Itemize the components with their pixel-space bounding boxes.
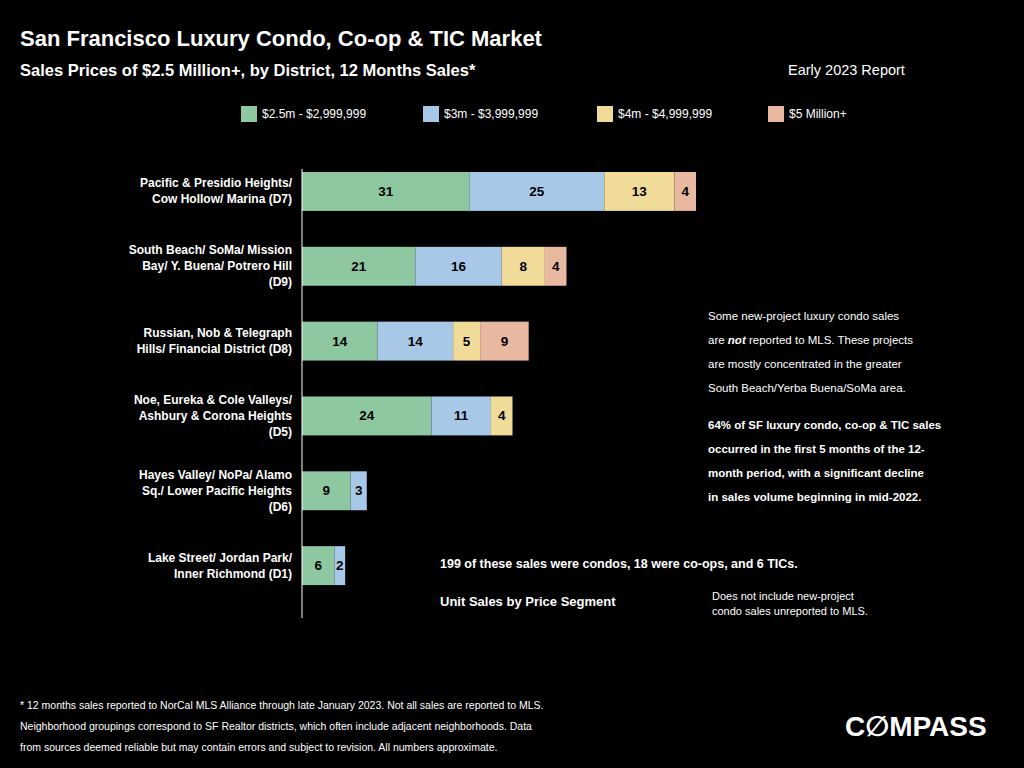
legend-label: $5 Million+ xyxy=(789,107,847,121)
annotation: 199 of these sales were condos, 18 were … xyxy=(440,557,798,571)
bar-segment xyxy=(674,172,696,211)
bar-segment xyxy=(415,247,501,286)
data-label: 14 xyxy=(408,334,424,349)
data-label: 21 xyxy=(351,259,367,274)
bar-segment xyxy=(491,396,513,435)
annotation: 64% of SF luxury condo, co-op & TIC sale… xyxy=(708,419,941,431)
category-label: Russian, Nob & TelegraphHills/ Financial… xyxy=(137,326,292,356)
annotation: are mostly concentrated in the greater xyxy=(708,358,902,370)
bar-segment xyxy=(378,322,454,361)
data-label: 11 xyxy=(454,408,469,423)
footnote: * 12 months sales reported to NorCal MLS… xyxy=(20,699,544,711)
data-label: 9 xyxy=(323,483,331,498)
category-label: Lake Street/ Jordan Park/Inner Richmond … xyxy=(148,551,293,581)
data-label: 14 xyxy=(332,334,348,349)
data-labels: 31 25 13 4 21 16 8 4 14 14 5 9 24 11 4 9 3 62 xyxy=(314,184,689,573)
bar-segment xyxy=(366,471,367,510)
baseline xyxy=(302,169,303,618)
data-label: 25 xyxy=(529,184,545,199)
annotation: condo sales unreported to MLS. xyxy=(712,605,868,617)
bar-segment xyxy=(302,322,378,361)
subtitle: Sales Prices of $2.5 Million+, by Distri… xyxy=(20,61,476,79)
annotation: South Beach/Yerba Buena/SoMa area. xyxy=(708,382,906,394)
legend-label: $4m - $4,999,999 xyxy=(618,107,712,121)
bar-segment xyxy=(302,546,334,585)
legend-swatch xyxy=(768,106,784,122)
annotation-part: are xyxy=(708,334,728,346)
bar-segment xyxy=(334,546,345,585)
bar-segment xyxy=(366,471,367,510)
annotation: Early 2023 Report xyxy=(788,62,905,78)
legend-swatch xyxy=(241,106,257,122)
data-label: 4 xyxy=(552,259,560,274)
bar-segment xyxy=(302,172,469,211)
bar-segment xyxy=(502,247,545,286)
legend-swatch xyxy=(423,106,439,122)
legend: $2.5m - $2,999,999 $3m - $3,999,999 $4m - … xyxy=(241,106,847,122)
annotation-part: reported to MLS. These projects xyxy=(746,334,914,346)
bar-segment xyxy=(432,396,491,435)
category-label: South Beach/ SoMa/ MissionBay/ Y. Buena/… xyxy=(129,243,292,289)
annotation: Does not include new-project xyxy=(712,590,854,602)
bar-segment xyxy=(302,471,351,510)
data-label: 9 xyxy=(501,334,509,349)
bar-segment xyxy=(480,322,529,361)
footnote: Neighborhood groupings correspond to SF … xyxy=(20,720,532,732)
annotation: month period, with a significant decline xyxy=(708,467,924,479)
annotation: occurred in the first 5 months of the 12… xyxy=(708,443,925,455)
bar-segment xyxy=(512,396,513,435)
title: San Francisco Luxury Condo, Co-op & TIC … xyxy=(20,26,543,51)
data-label: 4 xyxy=(498,408,506,423)
background xyxy=(0,0,1024,768)
category-label: Noe, Eureka & Cole Valleys/Ashbury & Cor… xyxy=(134,393,293,439)
data-label: 4 xyxy=(681,184,689,199)
data-label: 3 xyxy=(355,483,363,498)
legend-label: $3m - $3,999,999 xyxy=(444,107,538,121)
bar-segment xyxy=(302,247,415,286)
chart: San Francisco Luxury Condo, Co-op & TIC … xyxy=(0,0,1024,768)
annotation: are not reported to MLS. These projects xyxy=(708,334,913,346)
axis-label: Unit Sales by Price Segment xyxy=(440,594,616,609)
annotation: in sales volume beginning in mid-2022. xyxy=(708,491,921,503)
data-label: 8 xyxy=(520,259,528,274)
bar-segment xyxy=(545,247,567,286)
annotation-part: not xyxy=(728,334,747,346)
bars xyxy=(302,172,696,585)
bar-segment xyxy=(345,546,346,585)
bar-segment xyxy=(469,172,604,211)
legend-swatch xyxy=(597,106,613,122)
data-label: 5 xyxy=(463,334,471,349)
category-label: Hayes Valley/ NoPa/ AlamoSq./ Lower Paci… xyxy=(139,468,292,514)
annotation: C∅MPASS xyxy=(845,711,987,742)
annotation: Some new-project luxury condo sales xyxy=(708,310,899,322)
data-label: 13 xyxy=(632,184,648,199)
bar-segment xyxy=(345,546,346,585)
footnote: from sources deemed reliable but may con… xyxy=(20,741,497,753)
bar-segment xyxy=(351,471,367,510)
bar-segment xyxy=(453,322,480,361)
bar-segment xyxy=(604,172,674,211)
category-label: Pacific & Presidio Heights/Cow Hollow/ M… xyxy=(140,176,293,206)
data-label: 2 xyxy=(336,558,344,573)
data-label: 16 xyxy=(451,259,467,274)
data-label: 24 xyxy=(359,408,375,423)
legend-label: $2.5m - $2,999,999 xyxy=(262,107,366,121)
bar-segment xyxy=(302,396,432,435)
data-label: 6 xyxy=(314,558,322,573)
data-label: 31 xyxy=(378,184,394,199)
